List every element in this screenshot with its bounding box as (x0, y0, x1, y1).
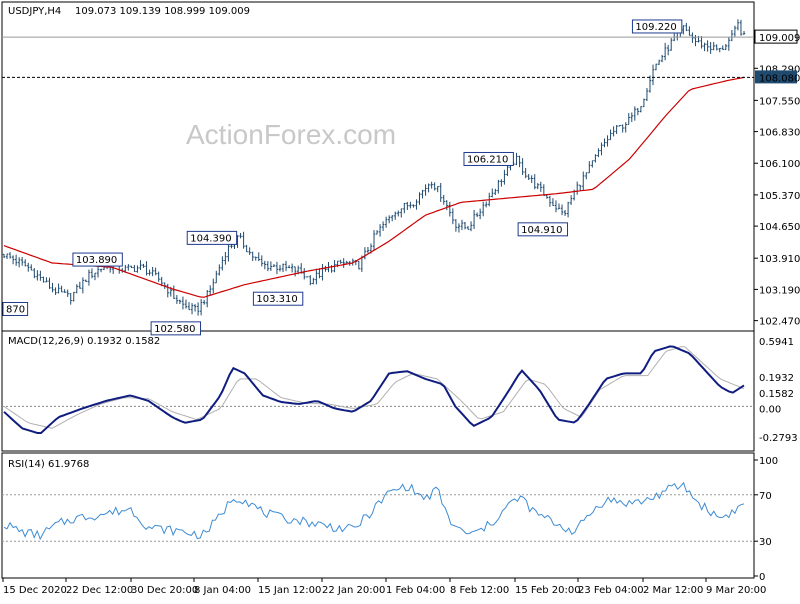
price-annotation-label: 870 (6, 304, 25, 315)
price-annotation-box (150, 321, 202, 336)
price-annotation-box (72, 252, 123, 267)
price-annotation-box (186, 230, 238, 245)
time-axis-label: 15 Jan 12:00 (258, 585, 321, 596)
time-axis-label: 22 Jan 20:00 (322, 585, 385, 596)
price-annotation-box (631, 19, 683, 34)
time-axis-label: 23 Feb 04:00 (578, 585, 644, 596)
price-tick-label: 106.100 (759, 159, 800, 170)
current-price-label: 109.009 (759, 33, 800, 44)
price-annotation-label: 103.310 (256, 294, 297, 305)
rsi-tick-label: 30 (759, 537, 772, 548)
macd-tick-label: 0.5941 (759, 337, 794, 348)
time-axis-label: 30 Dec 20:00 (131, 585, 198, 596)
rsi-tick-label: 100 (759, 456, 778, 467)
price-annotation-box (252, 291, 304, 306)
price-ohlc: 109.073 109.139 108.999 109.009 (75, 6, 250, 17)
price-annotation-label: 103.890 (76, 255, 117, 266)
time-axis-label: 8 Jan 04:00 (194, 585, 251, 596)
price-tick-label: 108.290 (759, 64, 800, 75)
macd-zero-label: 0.00 (759, 404, 781, 415)
rsi-panel-frame (1, 452, 755, 579)
price-annotation-label: 102.580 (154, 324, 195, 335)
time-axis-label: 22 Dec 12:00 (66, 585, 133, 596)
macd-value-label: 0.1932 (759, 373, 794, 384)
price-annotation-label: 104.910 (521, 225, 562, 236)
time-axis-label: 15 Feb 20:00 (515, 585, 581, 596)
price-annotation-box (517, 222, 569, 237)
macd-title: MACD(12,26,9) 0.1932 0.1582 (8, 336, 160, 347)
ma-price-label: 108.080 (759, 73, 800, 84)
price-title: USDJPY,H4 (8, 6, 61, 17)
macd-tick-label: -0.2793 (759, 433, 798, 444)
macd-signal-line (3, 346, 745, 429)
time-axis-label: 2 Mar 12:00 (643, 585, 703, 596)
macd-panel-frame (1, 330, 755, 452)
price-tick-label: 106.830 (759, 128, 800, 139)
time-axis-label: 9 Mar 20:00 (706, 585, 766, 596)
price-annotation-label: 104.390 (190, 233, 231, 244)
time-axis-label: 15 Dec 2020 (3, 585, 67, 596)
rsi-title: RSI(14) 61.9768 (8, 459, 89, 470)
macd-signal-value-label: 0.1582 (759, 389, 794, 400)
moving-average-line (3, 76, 745, 298)
price-annotation-box (463, 151, 514, 166)
price-tick-label: 104.650 (759, 222, 800, 233)
price-tick-label: 103.190 (759, 285, 800, 296)
price-tick-label: 107.550 (759, 96, 800, 107)
ma-price-box (755, 70, 797, 84)
price-tick-label: 102.470 (759, 317, 800, 328)
macd-main-line (3, 345, 745, 434)
price-tick-label: 103.910 (759, 254, 800, 265)
price-annotation-label: 106.210 (467, 154, 508, 165)
price-annotation-box (2, 301, 29, 316)
watermark: ActionForex.com (186, 119, 396, 150)
current-price-box (754, 29, 798, 44)
price-annotation-label: 109.220 (635, 22, 676, 33)
rsi-line (3, 481, 745, 541)
rsi-tick-label: 70 (759, 491, 772, 502)
time-axis-label: 1 Feb 04:00 (386, 585, 445, 596)
rsi-tick-label: 0 (759, 572, 765, 583)
time-axis-label: 8 Feb 12:00 (450, 585, 509, 596)
price-tick-label: 105.370 (759, 191, 800, 202)
